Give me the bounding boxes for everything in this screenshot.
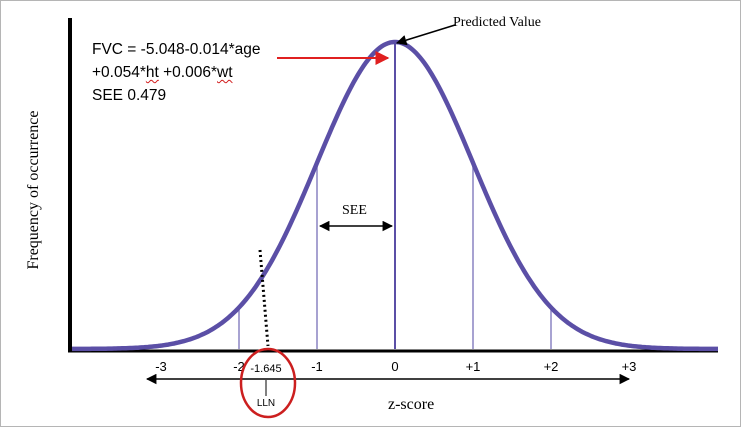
- tick-labels: -3 -2 -1 0 +1 +2 +3: [155, 359, 636, 374]
- predicted-value-label: Predicted Value: [453, 15, 541, 30]
- tick-label: 0: [391, 359, 398, 374]
- prediction-equation: FVC = -5.048-0.014*age +0.054*ht +0.006*…: [92, 38, 260, 107]
- tick-label: +1: [466, 359, 481, 374]
- equation-line-2-ht: ht: [145, 64, 159, 81]
- predicted-value-arrow: [395, 24, 456, 46]
- tick-label: -2: [233, 359, 245, 374]
- tick-label: +3: [622, 359, 637, 374]
- see-label: SEE: [342, 203, 367, 218]
- lln-dotted-line: [258, 249, 270, 347]
- x-axis-label: z-score: [388, 396, 435, 413]
- equation-line-2: +0.054*ht +0.006*wt: [92, 61, 260, 84]
- lln-circle: [239, 347, 297, 419]
- equation-line-2-a: +0.054*: [92, 64, 146, 81]
- lln-value: -1.645: [250, 363, 281, 375]
- normal-curve: [72, 39, 718, 352]
- tick-label: +2: [544, 359, 559, 374]
- tick-label: -3: [155, 359, 167, 374]
- sd-lines: [238, 43, 552, 349]
- equation-line-2-c: +0.006*: [158, 64, 217, 81]
- equation-line-3: SEE 0.479: [92, 87, 167, 104]
- tick-label: -1: [311, 359, 323, 374]
- equation-line-1: FVC = -5.048-0.014*age: [92, 41, 261, 58]
- y-axis-label: Frequency of occurrence: [25, 110, 42, 270]
- lln-label: LLN: [257, 398, 275, 409]
- equation-line-2-wt: wt: [217, 64, 233, 81]
